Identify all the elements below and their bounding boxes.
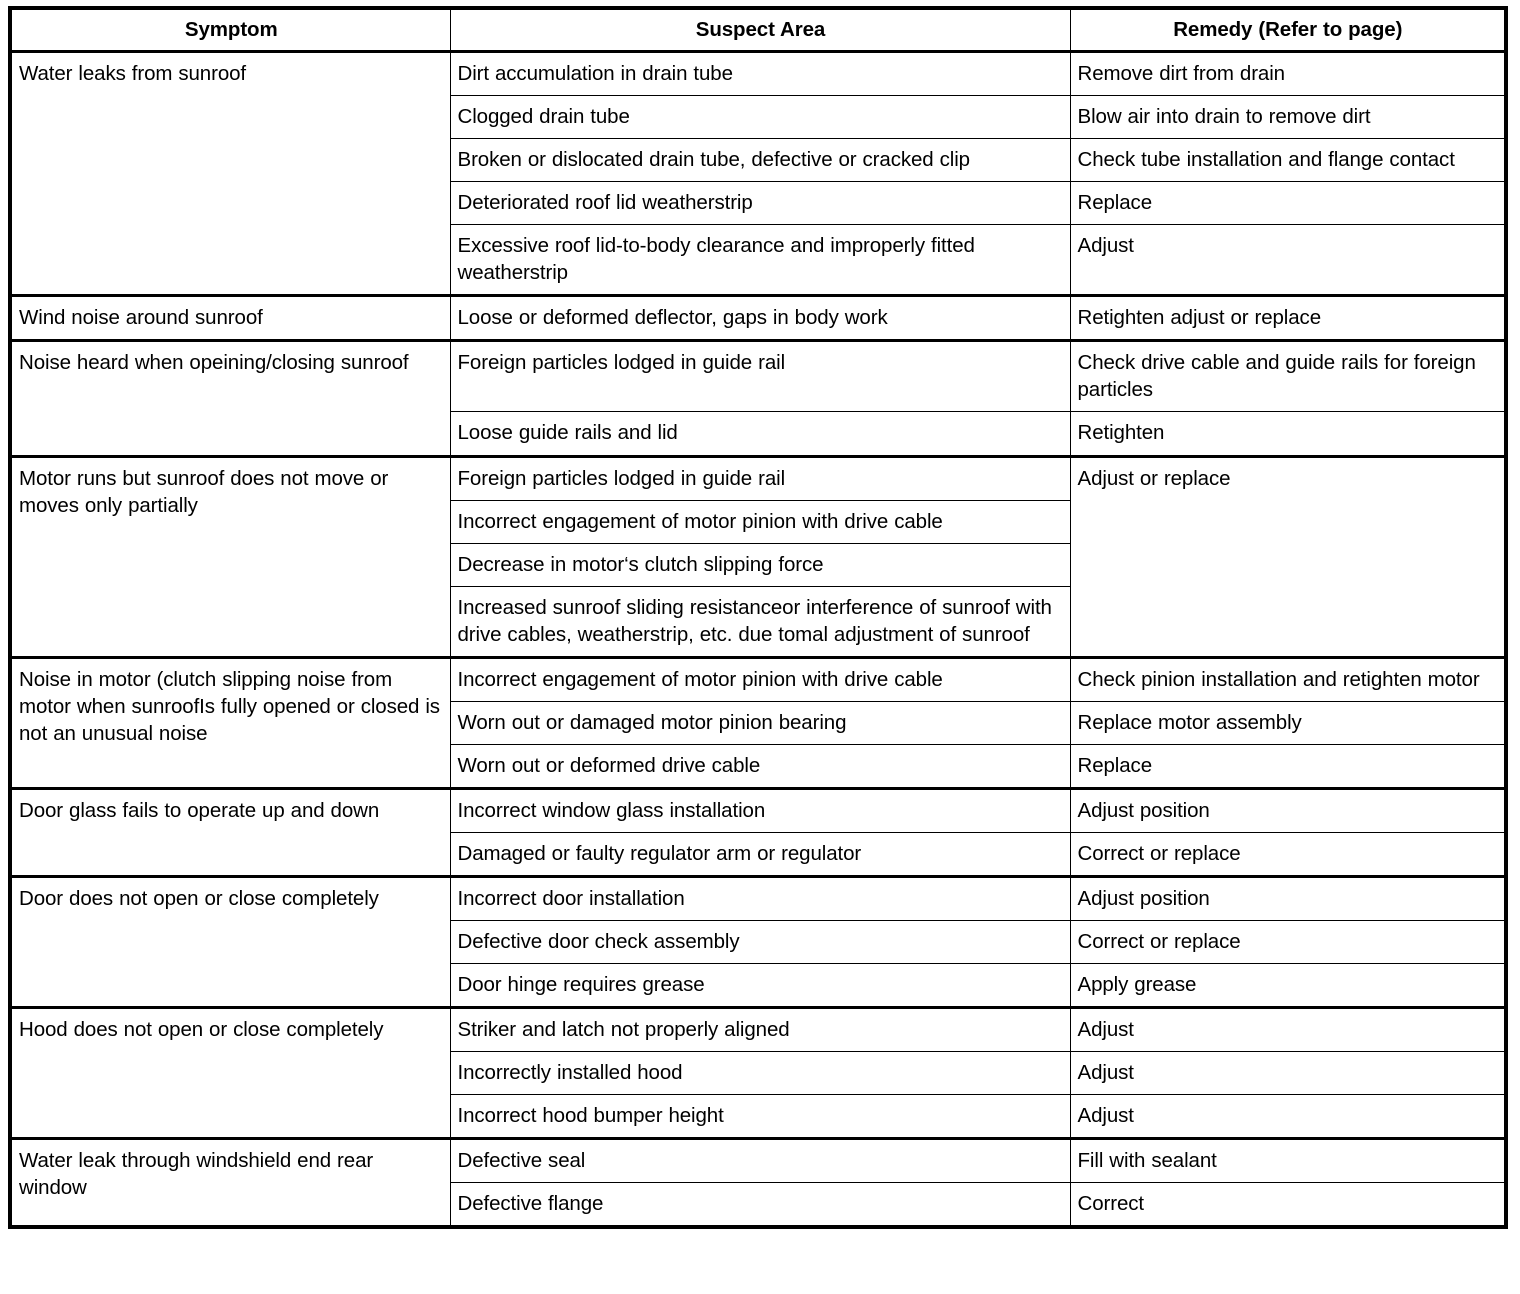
- symptom-cell: Wind noise around sunroof: [9, 294, 451, 342]
- suspect-area-cell: Incorrectly installed hood: [449, 1051, 1071, 1096]
- table-row: Noise in motor (clutch slipping noise fr…: [9, 655, 1507, 789]
- symptom-cell: Door glass fails to operate up and down: [9, 786, 451, 877]
- remedy-cell: Adjust or replace: [1069, 454, 1507, 658]
- symptom-cell: Door does not open or close completely: [9, 874, 451, 1009]
- table-row: Clogged drain tube Blow air into drain to…: [10, 95, 1507, 140]
- column-header-suspect-area: Suspect Area: [449, 7, 1071, 53]
- remedy-cell: Correct or replace: [1069, 831, 1507, 877]
- suspect-area-cell: Defective seal: [449, 1137, 1071, 1184]
- suspect-area-cell: Defective flange: [449, 1182, 1071, 1228]
- suspect-area-cell: Foreign particles lodged in guide rail: [449, 454, 1071, 501]
- suspect-area-cell: Incorrect window glass installation: [449, 786, 1071, 833]
- table-row: Wind noise around sunroof Loose or deform…: [9, 294, 1507, 342]
- table-row: Door glass fails to operate up and down I…: [9, 786, 1507, 877]
- suspect-area-cell: Decrease in motor‘s clutch slipping forc…: [449, 542, 1071, 587]
- remedy-cell: Retighten adjust or replace: [1069, 294, 1507, 342]
- column-header-remedy: Remedy (Refer to page): [1069, 7, 1507, 53]
- remedy-cell: Replace: [1069, 743, 1507, 789]
- troubleshooting-table: Symptom Suspect Area Remedy (Refer to pa…: [8, 6, 1508, 1230]
- table-row: Defective flange Correct: [10, 1182, 1507, 1228]
- symptom-cell: Hood does not open or close completely: [9, 1006, 451, 1140]
- suspect-area-cell: Foreign particles lodged in guide rail: [449, 339, 1071, 413]
- suspect-area-cell: Increased sunroof sliding resistanceor i…: [449, 585, 1071, 658]
- remedy-cell: Adjust: [1069, 1006, 1507, 1053]
- remedy-cell: Correct or replace: [1069, 920, 1507, 965]
- remedy-cell: Check drive cable and guide rails for fo…: [1069, 339, 1507, 413]
- suspect-area-cell: Incorrect door installation: [449, 874, 1071, 922]
- suspect-area-cell: Loose guide rails and lid: [449, 411, 1071, 457]
- table-row: Broken or dislocated drain tube, defecti…: [10, 138, 1507, 183]
- remedy-cell: Blow air into drain to remove dirt: [1069, 95, 1507, 140]
- table-row: Decrease in motor‘s clutch slipping forc…: [10, 542, 1506, 587]
- table-row: Door does not open or close completely In…: [9, 874, 1507, 1009]
- remedy-cell: Check pinion installation and retighten …: [1069, 655, 1507, 702]
- table-row: Incorrect engagement of motor pinion wit…: [10, 499, 1506, 544]
- suspect-area-cell: Damaged or faulty regulator arm or regul…: [449, 831, 1071, 877]
- table-header: Symptom Suspect Area Remedy (Refer to pa…: [9, 7, 1507, 53]
- table-row: Noise heard when opeining/closing sunroo…: [9, 339, 1507, 457]
- table-row: Damaged or faulty regulator arm or regul…: [10, 831, 1507, 877]
- suspect-area-cell: Defective door check assembly: [449, 920, 1071, 965]
- remedy-cell: Retighten: [1069, 411, 1507, 457]
- table-row: Excessive roof lid-to-body clearance and…: [10, 224, 1507, 297]
- remedy-cell: Adjust position: [1069, 874, 1507, 922]
- symptom-cell: Motor runs but sunroof does not move or …: [9, 454, 451, 658]
- suspect-area-cell: Clogged drain tube: [449, 95, 1071, 140]
- remedy-cell: Adjust: [1069, 1094, 1507, 1140]
- table-row: Defective door check assembly Correct or …: [10, 920, 1507, 965]
- table-row: Door hinge requires grease Apply grease: [10, 963, 1507, 1009]
- suspect-area-cell: Incorrect engagement of motor pinion wit…: [449, 499, 1071, 544]
- suspect-area-cell: Broken or dislocated drain tube, defecti…: [449, 138, 1071, 183]
- table-row: Hood does not open or close completely St…: [9, 1006, 1507, 1140]
- suspect-area-cell: Incorrect engagement of motor pinion wit…: [449, 655, 1071, 702]
- remedy-cell: Adjust: [1069, 224, 1507, 297]
- symptom-cell: Noise heard when opeining/closing sunroo…: [9, 339, 451, 457]
- table-body: Water leaks from sunroof Dirt accumulatio…: [9, 50, 1507, 1228]
- suspect-area-cell: Striker and latch not properly aligned: [449, 1006, 1071, 1053]
- remedy-cell: Replace motor assembly: [1069, 700, 1507, 745]
- table-row: Deteriorated roof lid weatherstrip Replac…: [10, 181, 1507, 226]
- symptom-cell: Noise in motor (clutch slipping noise fr…: [9, 655, 451, 789]
- suspect-area-cell: Loose or deformed deflector, gaps in bod…: [449, 294, 1071, 342]
- suspect-area-cell: Worn out or deformed drive cable: [449, 743, 1071, 789]
- column-header-symptom: Symptom: [9, 7, 451, 53]
- suspect-area-cell: Deteriorated roof lid weatherstrip: [449, 181, 1071, 226]
- remedy-cell: Apply grease: [1069, 963, 1507, 1009]
- remedy-cell: Replace: [1069, 181, 1507, 226]
- table-row: Incorrect hood bumper height Adjust: [10, 1094, 1507, 1140]
- symptom-cell: Water leaks from sunroof: [9, 50, 451, 297]
- remedy-cell: Fill with sealant: [1069, 1137, 1507, 1184]
- remedy-cell: Remove dirt from drain: [1069, 50, 1507, 97]
- suspect-area-cell: Dirt accumulation in drain tube: [449, 50, 1071, 97]
- remedy-cell: Correct: [1069, 1182, 1507, 1228]
- table-row: Water leaks from sunroof Dirt accumulatio…: [9, 50, 1507, 297]
- remedy-cell: Check tube installation and flange conta…: [1069, 138, 1507, 183]
- table-row: Incorrectly installed hood Adjust: [10, 1051, 1507, 1096]
- suspect-area-cell: Door hinge requires grease: [449, 963, 1071, 1009]
- table-header-row: Symptom Suspect Area Remedy (Refer to pa…: [9, 7, 1507, 53]
- suspect-area-cell: Excessive roof lid-to-body clearance and…: [449, 224, 1071, 297]
- suspect-area-cell: Incorrect hood bumper height: [449, 1094, 1071, 1140]
- table-row: Motor runs but sunroof does not move or …: [9, 454, 1507, 658]
- symptom-cell: Water leak through windshield end rear w…: [9, 1137, 451, 1228]
- table-row: Worn out or deformed drive cable Replace: [10, 743, 1507, 789]
- table-row: Water leak through windshield end rear w…: [9, 1137, 1507, 1228]
- remedy-cell: Adjust: [1069, 1051, 1507, 1096]
- table-row: Worn out or damaged motor pinion bearing…: [10, 700, 1507, 745]
- suspect-area-cell: Worn out or damaged motor pinion bearing: [449, 700, 1071, 745]
- remedy-cell: Adjust position: [1069, 786, 1507, 833]
